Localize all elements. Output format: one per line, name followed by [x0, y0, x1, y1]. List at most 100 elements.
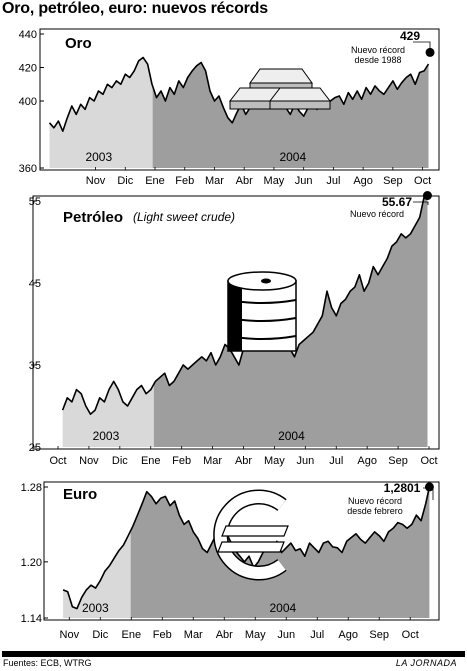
y-tick-label: 55: [29, 196, 41, 208]
euro-bar-top: [221, 525, 289, 537]
data-point-78: [425, 503, 426, 504]
data-point-80: [406, 77, 407, 78]
data-point-29: [197, 538, 198, 539]
y-tick-label: 45: [29, 278, 41, 290]
data-point-23: [169, 385, 170, 386]
data-point-4: [67, 117, 68, 118]
data-point-6: [76, 114, 77, 115]
data-point-67: [374, 531, 375, 532]
data-point-73: [401, 233, 402, 234]
x-tick-label-ago: Ago: [353, 175, 373, 187]
data-point-58: [331, 307, 332, 308]
data-point-77: [421, 520, 422, 521]
data-point-19: [150, 389, 151, 390]
data-point-37: [214, 100, 215, 101]
data-point-38: [218, 95, 219, 96]
data-point-71: [366, 87, 367, 88]
data-point-62: [351, 537, 352, 538]
data-point-19: [151, 496, 152, 497]
data-point-16: [137, 515, 138, 516]
data-point-0: [49, 122, 50, 123]
data-point-23: [151, 84, 152, 85]
data-point-59: [337, 547, 338, 548]
data-point-33: [215, 364, 216, 365]
data-point-75: [410, 233, 411, 234]
panel-title: Oro: [65, 35, 92, 52]
data-point-56: [299, 111, 300, 112]
x-tick-label-feb: Feb: [172, 455, 191, 467]
x-tick-label-jul: Jul: [310, 629, 324, 641]
data-point-49: [290, 543, 291, 544]
data-point-7: [80, 104, 81, 105]
x-tick-label-oct: Oct: [49, 455, 66, 467]
data-point-8: [99, 397, 100, 398]
data-point-83: [419, 72, 420, 73]
data-point-22: [147, 64, 148, 65]
data-point-65: [339, 95, 340, 96]
x-tick-label-sep: Sep: [383, 175, 403, 187]
data-point-17: [142, 503, 143, 504]
data-point-35: [224, 344, 225, 345]
data-point-54: [290, 114, 291, 115]
barrel-cap: [261, 278, 271, 284]
data-point-26: [165, 100, 166, 101]
data-point-4: [81, 597, 82, 598]
data-point-68: [352, 99, 353, 100]
data-point-5: [86, 589, 87, 590]
annotation-value: 1,2801: [384, 481, 421, 495]
data-point-32: [192, 70, 193, 71]
data-point-32: [210, 352, 211, 353]
annotation-text: desde febrero: [347, 506, 403, 516]
data-point-30: [183, 87, 184, 88]
panel-title: Euro: [63, 486, 97, 503]
data-point-21: [143, 57, 144, 58]
data-point-82: [415, 84, 416, 85]
area-2003: [49, 57, 153, 168]
x-tick-label-ene: Ene: [121, 629, 141, 641]
gold-bar-right-top: [268, 87, 332, 102]
data-point-18: [146, 491, 147, 492]
data-point-15: [116, 80, 117, 81]
data-point-31: [207, 552, 208, 553]
barrel-ring-0: [227, 299, 297, 304]
data-point-62: [350, 291, 351, 292]
data-point-66: [369, 537, 370, 538]
data-point-54: [314, 547, 315, 548]
data-point-29: [178, 80, 179, 81]
data-point-69: [357, 90, 358, 91]
data-point-84: [424, 70, 425, 71]
data-point-63: [355, 533, 356, 534]
x-tick-label-may: May: [245, 629, 266, 641]
data-point-72: [370, 94, 371, 95]
data-point-2: [72, 606, 73, 607]
data-point-52: [304, 556, 305, 557]
data-point-25: [160, 90, 161, 91]
data-point-70: [388, 531, 389, 532]
data-point-67: [373, 266, 374, 267]
data-point-24: [156, 97, 157, 98]
data-point-1: [67, 397, 68, 398]
data-point-75: [411, 524, 412, 525]
data-point-2: [71, 401, 72, 402]
annotation-text: desde 1988: [354, 55, 401, 65]
annotation-text: Nuevo récord: [351, 45, 405, 55]
data-point-25: [179, 515, 180, 516]
data-point-38: [238, 364, 239, 365]
data-point-13: [107, 84, 108, 85]
data-point-44: [245, 114, 246, 115]
data-point-66: [343, 104, 344, 105]
data-point-72: [396, 241, 397, 242]
euro-symbol-illustration: [213, 489, 289, 581]
x-tick-label-jul: Jul: [329, 455, 343, 467]
data-point-17: [141, 385, 142, 386]
x-tick-label-sep: Sep: [388, 455, 408, 467]
data-point-38: [239, 556, 240, 557]
x-tick-label-oct: Oct: [402, 629, 419, 641]
data-point-20: [155, 381, 156, 382]
annotation-leader: [413, 41, 431, 50]
oil-barrel-illustration: [227, 271, 297, 352]
data-point-64: [359, 274, 360, 275]
x-tick-label-mar: Mar: [184, 629, 203, 641]
data-point-4: [81, 393, 82, 394]
data-point-55: [318, 552, 319, 553]
